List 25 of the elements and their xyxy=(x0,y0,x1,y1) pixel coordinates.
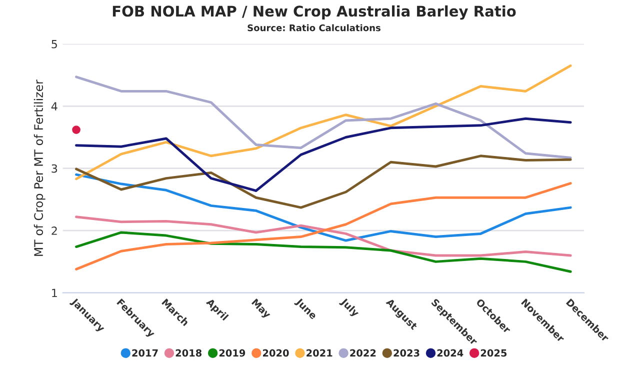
legend-label: 2018 xyxy=(176,349,202,357)
y-tick-label: 3 xyxy=(52,164,58,173)
legend-label: 2021 xyxy=(306,349,332,357)
line-series xyxy=(75,117,572,192)
chart-title: FOB NOLA MAP / New Crop Australia Barley Ratio xyxy=(112,5,516,20)
line-series xyxy=(75,154,572,209)
line-series xyxy=(75,173,572,242)
legend-label: 2022 xyxy=(350,349,376,357)
legend-label: 2019 xyxy=(219,349,246,357)
line-series xyxy=(75,76,572,160)
legend-label: 2020 xyxy=(263,349,289,357)
legend-label: 2025 xyxy=(480,349,507,357)
legend-label: 2024 xyxy=(437,349,464,357)
line-series xyxy=(75,182,572,270)
legend-label: 2017 xyxy=(132,349,158,357)
y-tick-label: 4 xyxy=(51,102,58,110)
y-tick-label: 5 xyxy=(52,40,57,48)
line-series xyxy=(75,231,572,273)
y-axis-title: MT of Crop Per MT of Fertilizer xyxy=(34,80,46,256)
y-tick-label: 2 xyxy=(52,226,57,235)
line-series xyxy=(75,64,572,180)
legend-label: 2023 xyxy=(394,349,420,357)
line-series xyxy=(75,216,572,257)
chart-subtitle: Source: Ratio Calculations xyxy=(248,24,380,32)
y-tick-label: 1 xyxy=(52,288,57,298)
